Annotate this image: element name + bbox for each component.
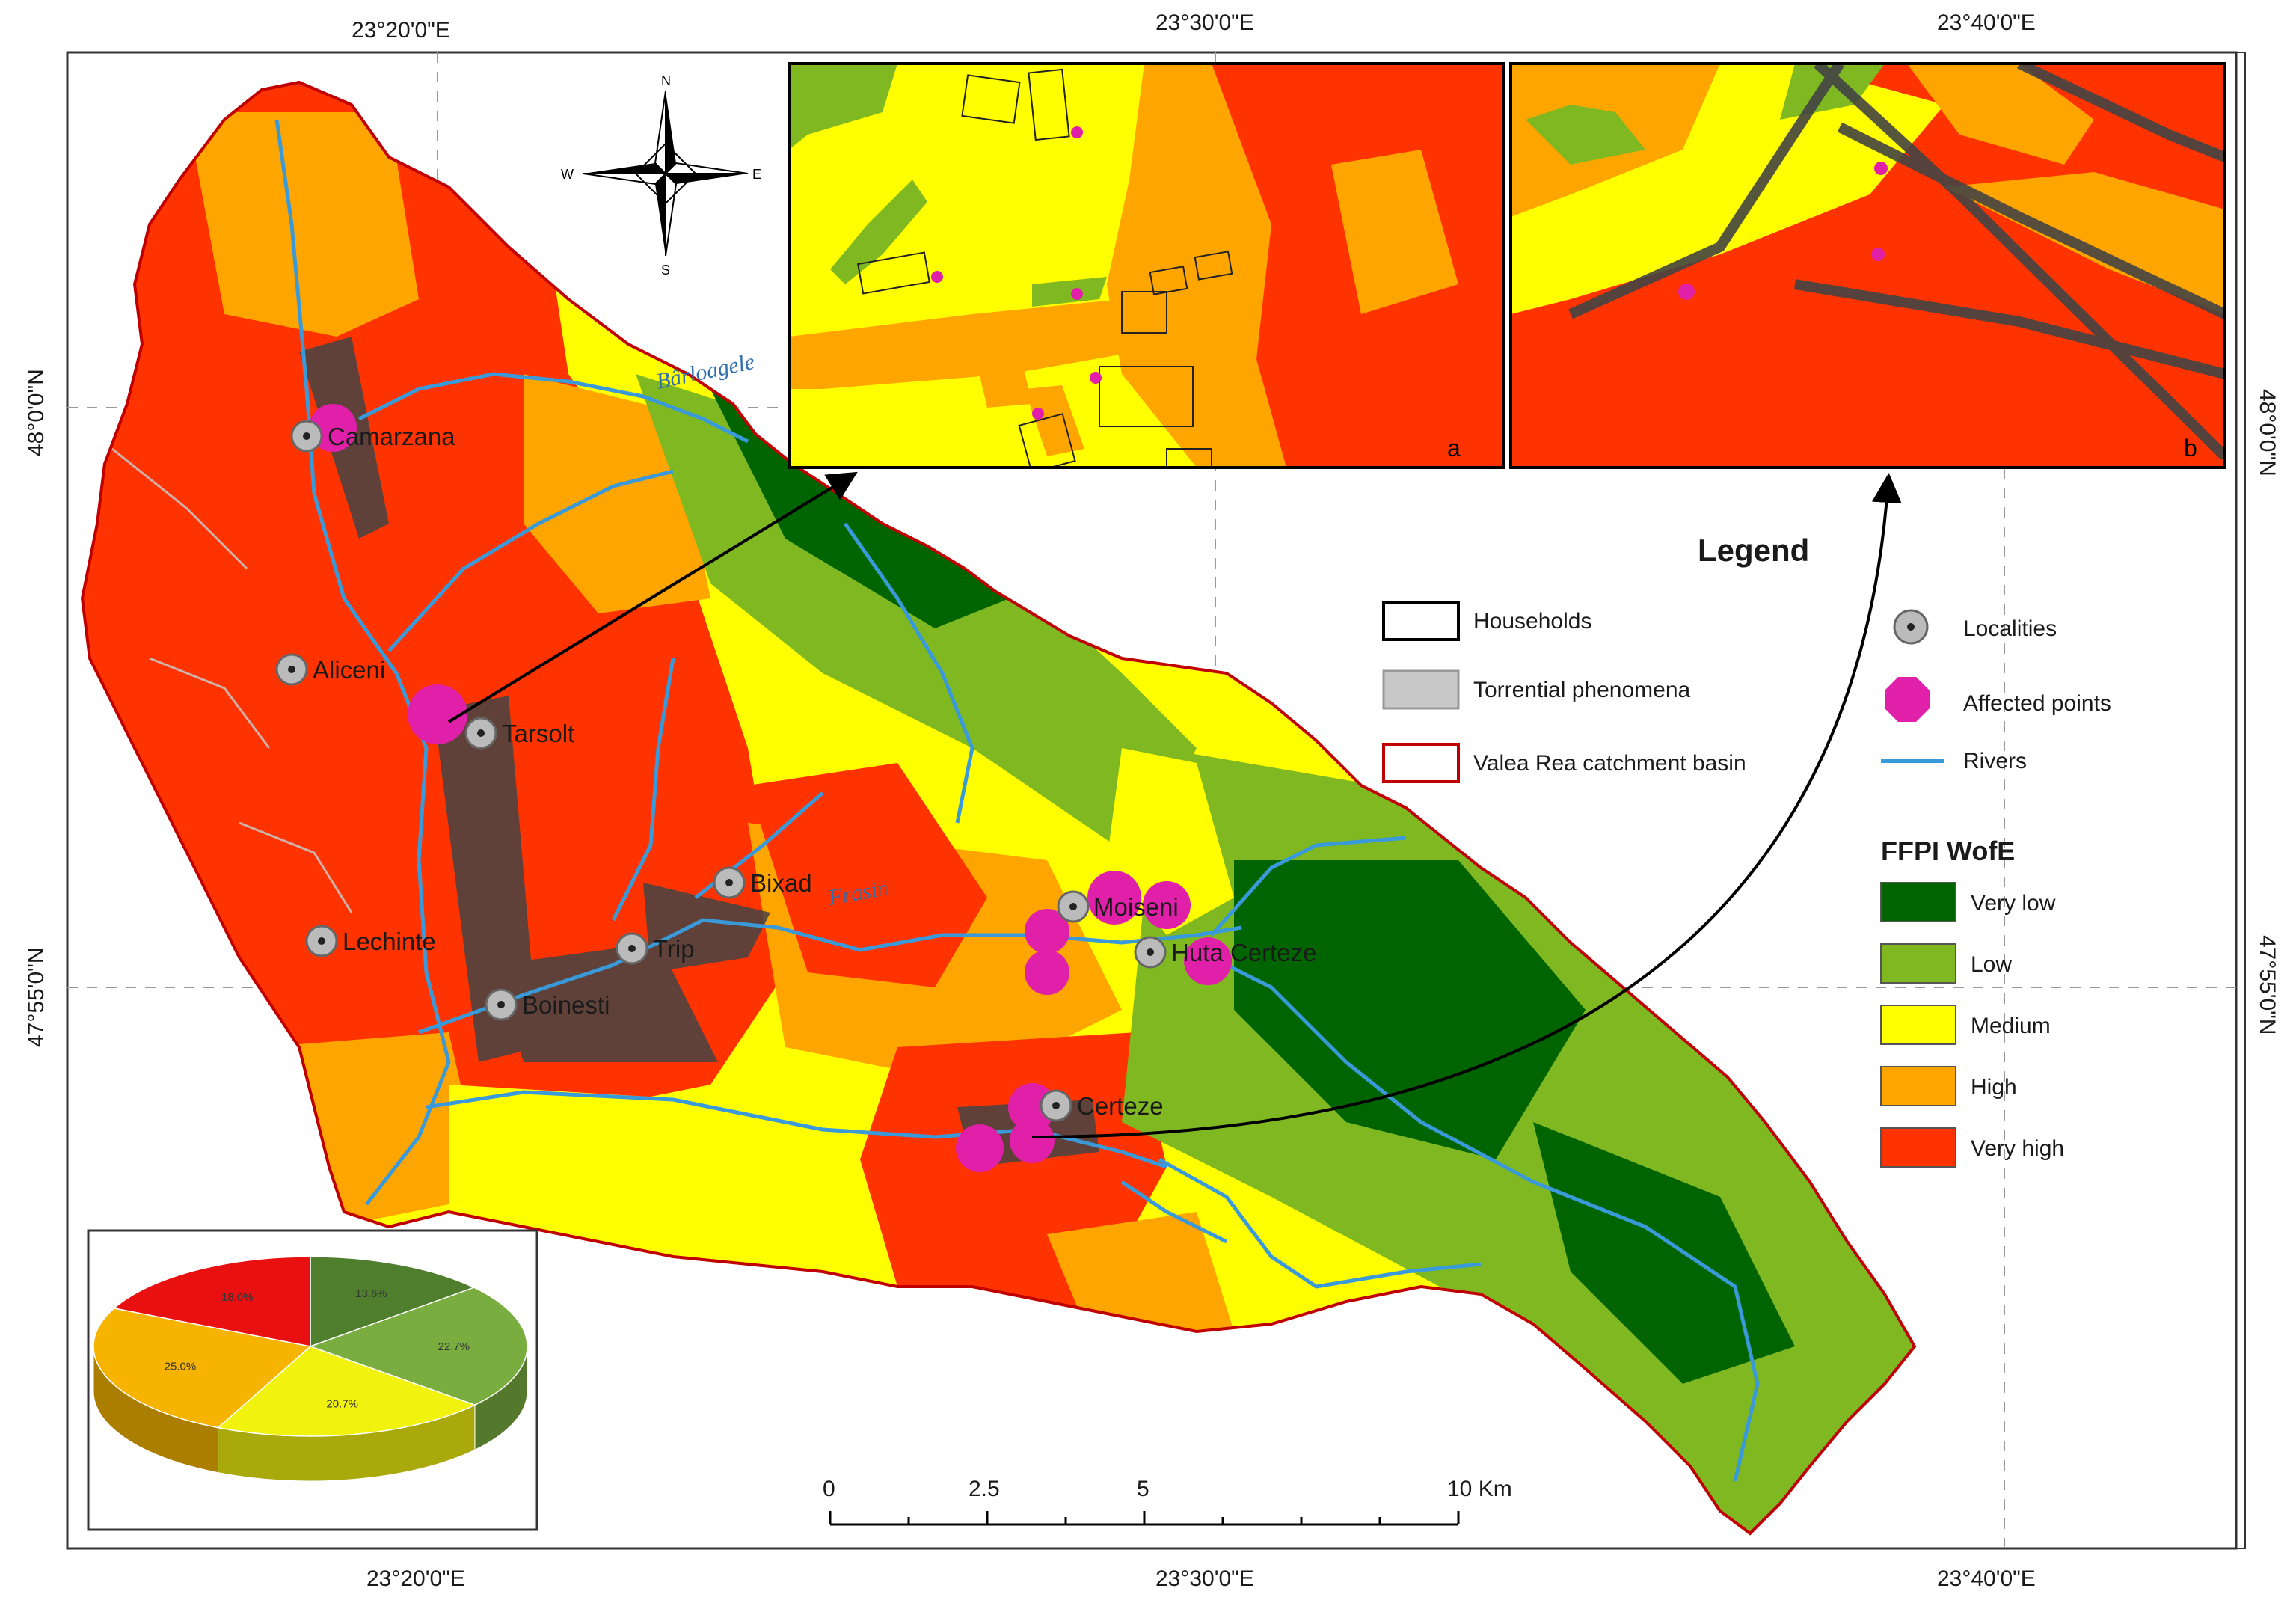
legend: Legend Households Torrential phenomena V… — [1382, 533, 2111, 1168]
coord-top-1: 23°20'0"E — [352, 18, 450, 43]
north-arrow: N S E W — [561, 73, 761, 278]
affected-point — [956, 1124, 1004, 1172]
coord-top-2: 23°30'0"E — [1155, 10, 1254, 35]
svg-text:Moiseni: Moiseni — [1093, 893, 1179, 921]
legend-localities: Localities — [1963, 616, 2057, 641]
scale-bar: 0 2.5 5 10 Km — [823, 1477, 1512, 1526]
ffpi-swatch — [1880, 1127, 1956, 1168]
svg-text:b: b — [2184, 435, 2197, 462]
svg-text:S: S — [661, 263, 670, 278]
affected-point — [1087, 871, 1141, 925]
affected-point — [1025, 909, 1069, 954]
ffpi-swatch — [1880, 1005, 1956, 1045]
ffpi-label: Medium — [1971, 1014, 2051, 1038]
coord-bottom-3: 23°40'0"E — [1937, 1566, 2036, 1591]
pie-slice-label: 20.7% — [326, 1397, 358, 1410]
svg-text:Trip: Trip — [653, 935, 695, 963]
svg-text:Camarzana: Camarzana — [328, 423, 455, 450]
coord-left-1: 48°0'0"N — [24, 369, 49, 456]
ffpi-swatch — [1880, 943, 1956, 984]
svg-text:Huta Certeze: Huta Certeze — [1171, 939, 1316, 966]
locality-lechinte: Lechinte — [305, 925, 436, 957]
pie-slice — [308, 1287, 528, 1406]
pie-slice — [310, 1256, 476, 1348]
svg-text:Bixad: Bixad — [750, 869, 812, 897]
pie-slice-label: 18.0% — [221, 1291, 254, 1304]
ffpi-label: Low — [1971, 952, 2012, 977]
scale-label-2-5: 2.5 — [969, 1477, 1000, 1501]
svg-text:a: a — [1447, 435, 1461, 462]
ffpi-swatch — [1880, 1066, 1956, 1106]
coord-top-3: 23°40'0"E — [1937, 10, 2036, 35]
affected-point — [1143, 881, 1191, 929]
ffpi-swatch — [1880, 882, 1956, 922]
ffpi-label: High — [1971, 1075, 2017, 1100]
localities: Camarzana Aliceni Tarsolt Bixad Lechinte… — [275, 420, 1316, 1122]
svg-text:Certeze: Certeze — [1077, 1092, 1164, 1120]
coord-bottom-2: 23°30'0"E — [1155, 1566, 1254, 1591]
locality-bixad: Bixad — [713, 866, 812, 899]
ffpi-classes: Very low Low Medium High Very high — [1880, 882, 2064, 1168]
scale-label-0: 0 — [823, 1477, 835, 1501]
locality-aliceni: Aliceni — [275, 653, 385, 686]
coord-right-1: 48°0'0"N — [2255, 389, 2280, 476]
legend-torrential: Torrential phenomena — [1473, 678, 1691, 702]
coordinate-labels: 23°20'0"E 23°30'0"E 23°40'0"E 23°20'0"E … — [24, 10, 2280, 1591]
ffpi-title: FFPI WofE — [1881, 836, 2015, 866]
coord-right-2: 47°55'0"N — [2255, 935, 2280, 1035]
coord-bottom-1: 23°20'0"E — [366, 1566, 465, 1591]
pie-slice — [216, 1346, 476, 1437]
svg-text:Aliceni: Aliceni — [313, 656, 385, 684]
locality-certeze: Certeze — [1040, 1089, 1164, 1122]
locality-camarzana: Camarzana — [290, 420, 455, 453]
locality-trip: Trip — [616, 932, 695, 965]
right-margin-frame — [2235, 52, 2246, 1549]
legend-basin: Valea Rea catchment basin — [1473, 751, 1746, 776]
pie-slice — [93, 1308, 312, 1429]
arrow-to-inset-b — [1031, 473, 1902, 1138]
svg-text:W: W — [561, 167, 574, 182]
ffpi-label: Very high — [1971, 1136, 2064, 1161]
pie-slice — [112, 1256, 311, 1347]
legend-households: Households — [1473, 609, 1591, 634]
affected-point — [408, 684, 467, 744]
affected-point — [1184, 937, 1232, 985]
locality-moiseni: Moiseni — [1057, 890, 1179, 923]
svg-text:Lechinte: Lechinte — [343, 928, 436, 955]
affected-point — [1010, 1118, 1055, 1163]
inset-a: a — [788, 62, 1505, 469]
coord-left-2: 47°55'0"N — [24, 948, 49, 1047]
pie-chart: 13.6% 22.7% 20.7% 25.0% 18.0% — [93, 1256, 528, 1482]
arrow-to-inset-a — [447, 471, 858, 723]
rivers — [274, 119, 1760, 1482]
svg-text:Boinesti: Boinesti — [522, 991, 610, 1019]
legend-rivers: Rivers — [1963, 749, 2027, 773]
affected-point — [1025, 950, 1069, 995]
pie-chart-box: 13.6% 22.7% 20.7% 25.0% 18.0% — [87, 1229, 538, 1531]
pie-slice-label: 25.0% — [165, 1360, 197, 1373]
legend-title: Legend — [1698, 533, 1809, 568]
scale-label-10: 10 Km — [1447, 1477, 1512, 1501]
svg-text:E: E — [752, 167, 761, 182]
inset-b: b — [1509, 62, 2226, 469]
pie-slice-label: 13.6% — [355, 1287, 387, 1300]
svg-text:N: N — [661, 73, 671, 88]
legend-affected: Affected points — [1963, 691, 2111, 716]
ffpi-label: Very low — [1971, 891, 2056, 916]
affected-points — [309, 404, 1232, 1172]
locality-boinesti: Boinesti — [485, 988, 610, 1021]
pie-slice-label: 22.7% — [438, 1340, 470, 1353]
locality-huta-certeze: Huta Certeze — [1134, 936, 1316, 969]
svg-text:Tarsolt: Tarsolt — [502, 720, 574, 747]
scale-label-5: 5 — [1137, 1477, 1149, 1501]
locality-tarsolt: Tarsolt — [464, 717, 574, 750]
